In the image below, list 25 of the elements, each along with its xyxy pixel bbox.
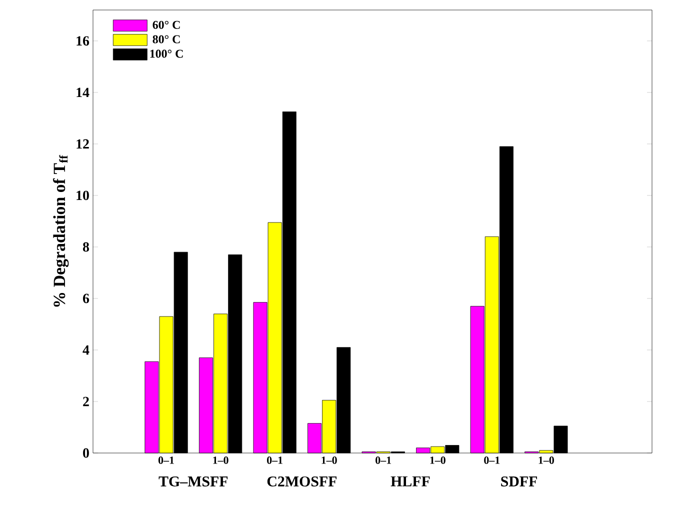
legend-label: 60° C	[152, 20, 180, 29]
x-tick-label: 0–1	[158, 456, 174, 464]
y-tick-label: 4	[82, 345, 90, 355]
text: C2MOSFF	[267, 476, 337, 486]
x-tick-label: 1–0	[538, 456, 554, 464]
text: HLFF	[390, 476, 430, 486]
text: SDFF	[501, 476, 537, 486]
y-tick-label: 12	[76, 139, 89, 149]
legend-label: 80° C	[152, 35, 180, 44]
x-tick-label: 0–1	[376, 456, 392, 464]
x-tick-label: 1–0	[322, 456, 337, 464]
text: TG–MSFF	[158, 476, 228, 486]
y-tick-label: 8	[82, 242, 90, 252]
legend-label: 100° C	[150, 50, 183, 58]
x-tick-label: 0–1	[267, 456, 282, 464]
y-tick-label: 6	[82, 294, 90, 304]
x-tick-label: 1–0	[213, 456, 228, 464]
y-tick-label: 14	[76, 88, 90, 98]
y-tick-label: 2	[83, 396, 89, 406]
y-tick-label: 10	[76, 190, 89, 200]
x-tick-label: 1–0	[430, 456, 446, 464]
y-tick-label: 0	[83, 448, 89, 458]
x-tick-label: 0–1	[484, 456, 500, 464]
y-axis-title: % Degradation of T$_{ff}$	[53, 155, 69, 307]
y-tick-label: 16	[76, 36, 90, 46]
